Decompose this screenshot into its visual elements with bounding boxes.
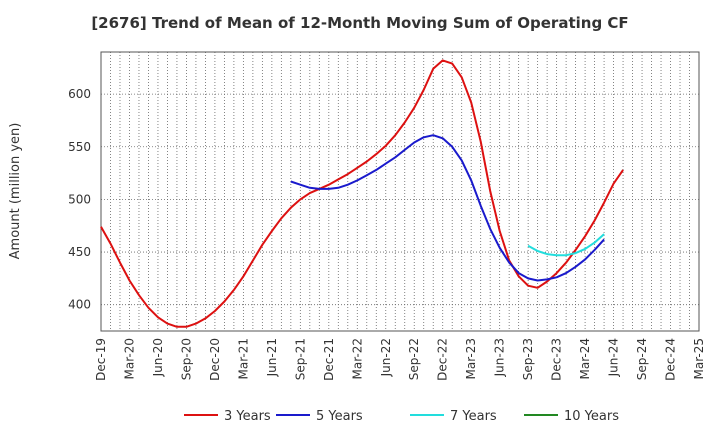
x-tick-label: Jun-24 <box>607 338 621 377</box>
grid <box>101 52 699 331</box>
x-tick-label: Sep-24 <box>635 338 649 380</box>
x-tick-label: Dec-20 <box>208 338 222 381</box>
legend: 3 Years 5 Years 7 Years 10 Years <box>184 409 619 424</box>
x-tick-label: Mar-20 <box>122 338 136 379</box>
x-tick-label: Dec-21 <box>322 338 336 381</box>
legend-label: 7 Years <box>450 409 497 424</box>
x-tick-label: Mar-22 <box>350 338 364 379</box>
series-line-7-years <box>527 233 605 257</box>
series-line-3-years <box>100 59 624 328</box>
legend-label: 3 Years <box>224 409 271 424</box>
y-axis-title: Amount (million yen) <box>8 123 23 260</box>
x-tick-label: Jun-21 <box>265 338 279 377</box>
x-tick-label: Mar-21 <box>236 338 250 379</box>
series-layer <box>100 59 624 328</box>
y-tick-label: 450 <box>68 245 91 259</box>
y-tick-label: 600 <box>68 87 91 101</box>
legend-label: 5 Years <box>316 409 363 424</box>
plot-area-frame <box>100 51 700 332</box>
x-axis-ticks: Dec-19 Mar-20 Jun-20 Sep-20 Dec-20 Mar-21 Jun-… <box>94 338 706 381</box>
x-tick-label: Dec-24 <box>664 338 678 381</box>
x-tick-label: Sep-23 <box>521 338 535 380</box>
series-line-5-years <box>290 134 605 282</box>
x-tick-label: Dec-19 <box>94 338 108 381</box>
y-axis-ticks: 400 450 500 550 600 <box>68 87 91 312</box>
y-tick-label: 550 <box>68 140 91 154</box>
x-tick-label: Mar-23 <box>464 338 478 379</box>
y-tick-label: 400 <box>68 298 91 312</box>
legend-label: 10 Years <box>564 409 619 424</box>
x-tick-label: Sep-20 <box>179 338 193 380</box>
x-tick-label: Jun-22 <box>379 338 393 377</box>
x-tick-label: Jun-20 <box>151 338 165 377</box>
x-tick-label: Dec-22 <box>436 338 450 381</box>
x-tick-label: Dec-23 <box>550 338 564 381</box>
y-tick-label: 500 <box>68 192 91 206</box>
x-tick-label: Sep-22 <box>407 338 421 380</box>
x-tick-label: Mar-25 <box>692 338 706 379</box>
x-tick-label: Jun-23 <box>493 338 507 377</box>
x-tick-label: Sep-21 <box>293 338 307 380</box>
chart-title: [2676] Trend of Mean of 12-Month Moving … <box>91 14 629 32</box>
x-tick-label: Mar-24 <box>578 338 592 379</box>
